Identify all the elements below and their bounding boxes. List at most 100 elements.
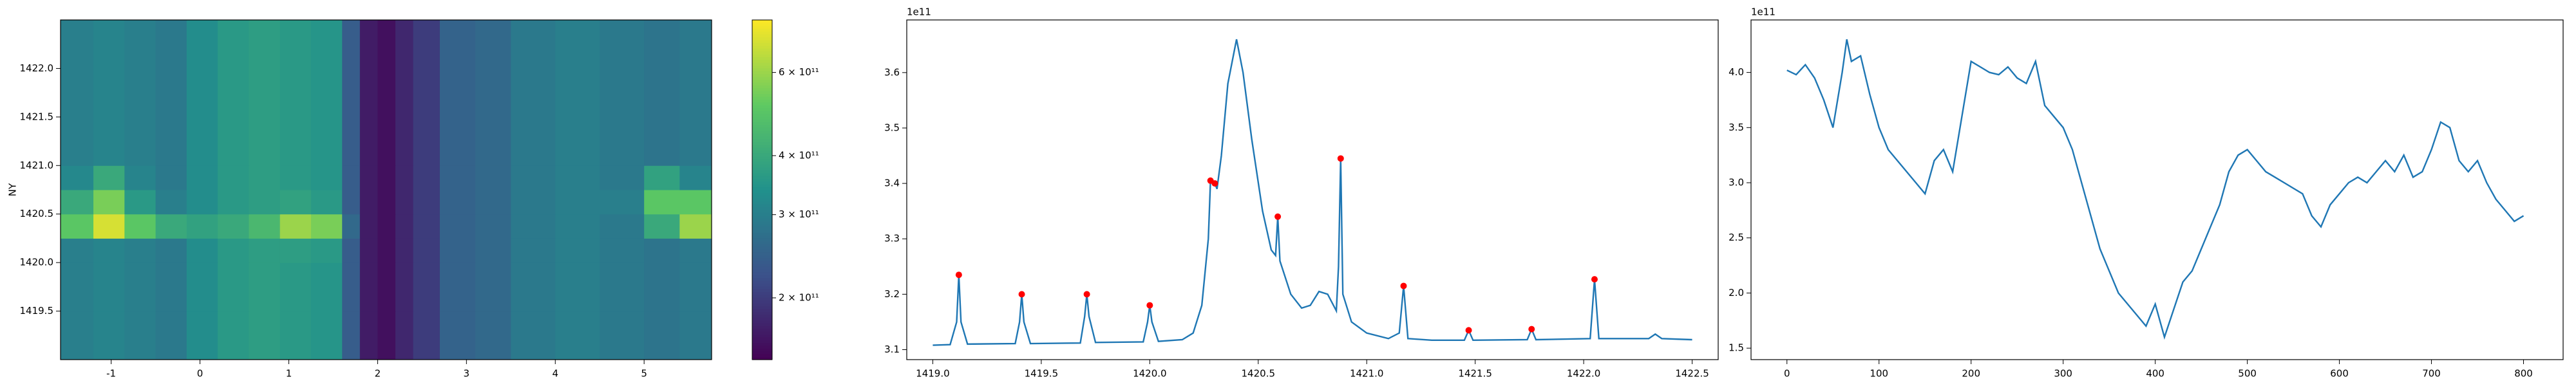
heatmap-cell: [342, 190, 361, 215]
colorbar-swatch: [752, 320, 772, 324]
heatmap-cell: [342, 214, 361, 239]
colorbar-swatch: [752, 28, 772, 32]
heatmap-cell: [310, 190, 343, 215]
heatmap-cell: [61, 262, 94, 312]
axes-frame: [60, 19, 712, 360]
x-tick-label: -1: [106, 368, 116, 380]
colorbar-swatch: [752, 232, 772, 235]
colorbar-swatch: [752, 223, 772, 227]
colorbar-swatch: [752, 277, 772, 281]
colorbar-swatch: [752, 107, 772, 111]
heatmap-cell: [310, 262, 343, 312]
colorbar-swatch: [752, 275, 772, 278]
colorbar-swatch: [752, 152, 772, 156]
x-tick-label: 600: [2330, 368, 2349, 380]
heatmap-cell: [679, 20, 712, 166]
colorbar-swatch: [752, 42, 772, 46]
heatmap-cell: [555, 311, 600, 360]
colorbar-swatch: [752, 161, 772, 165]
heatmap-cell: [155, 262, 187, 312]
heatmap-cell: [93, 311, 125, 360]
heatmap-cell: [555, 262, 600, 312]
colorbar-swatch: [752, 241, 772, 244]
colorbar-swatch: [752, 105, 772, 108]
heatmap-cell: [186, 214, 218, 239]
colorbar-swatch: [752, 266, 772, 270]
colorbar-swatch: [752, 246, 772, 250]
heatmap-cell: [359, 262, 378, 312]
heatmap-cell: [359, 214, 378, 239]
heatmap-cell: [644, 311, 680, 360]
colorbar-swatch: [752, 181, 772, 185]
colorbar-swatch: [752, 48, 772, 51]
colorbar-swatch: [752, 334, 772, 338]
colorbar-swatch: [752, 164, 772, 168]
heatmap-cell: [644, 238, 680, 263]
colorbar-swatch: [752, 65, 772, 69]
heatmap-cell: [218, 238, 249, 263]
heatmap-cell: [511, 165, 556, 190]
heatmap-cell: [359, 165, 378, 190]
colorbar-swatch: [752, 280, 772, 284]
peak-marker: [1400, 282, 1407, 290]
y-tick-label: 1422.0: [20, 62, 54, 74]
heatmap-cell: [475, 165, 511, 190]
heatmap-cell: [679, 238, 712, 263]
heatmap-cell: [186, 165, 218, 190]
colorbar-swatch: [752, 147, 772, 151]
heatmap-cell: [124, 262, 156, 312]
colorbar-swatch: [752, 300, 772, 304]
heatmap-cell: [395, 190, 414, 215]
colorbar-swatch: [752, 122, 772, 125]
heatmap-cell: [395, 311, 414, 360]
colorbar-swatch: [752, 303, 772, 306]
heatmap-cell: [439, 262, 476, 312]
y-tick-label: 1421.0: [20, 160, 54, 171]
heatmap-cell: [555, 165, 600, 190]
heatmap-cell: [600, 165, 645, 190]
peak-marker: [1274, 213, 1282, 220]
colorbar-swatch: [752, 351, 772, 354]
colorbar-swatch: [752, 221, 772, 225]
colorbar-swatch: [752, 308, 772, 312]
y-tick-label: 1.5: [1728, 342, 1744, 354]
colorbar-swatch: [752, 291, 772, 295]
colorbar-swatch: [752, 25, 772, 29]
heatmap-cell: [249, 165, 281, 190]
x-tick-label: 0: [1784, 368, 1790, 380]
colorbar-swatch: [752, 192, 772, 196]
heatmap-cell: [249, 238, 281, 263]
colorbar-swatch: [752, 198, 772, 202]
heatmap-cell: [279, 262, 312, 312]
heatmap-cell: [279, 311, 312, 360]
colorbar-swatch: [752, 176, 772, 179]
heatmap-cell: [310, 311, 343, 360]
colorbar-swatch: [752, 326, 772, 329]
x-tick-label: 200: [1962, 368, 1980, 380]
colorbar-swatch: [752, 328, 772, 332]
x-tick-label: 1420.5: [1242, 368, 1276, 380]
heatmap-cell: [279, 214, 312, 239]
y-tick-label: 1420.0: [20, 257, 54, 268]
heatmap-cell: [644, 190, 680, 215]
colorbar-swatch: [752, 150, 772, 154]
colorbar-swatch: [752, 336, 772, 340]
heatmap-cell: [475, 262, 511, 312]
colorbar-swatch: [752, 156, 772, 160]
offset-text: 1e11: [1751, 6, 1776, 18]
colorbar-swatch: [752, 294, 772, 298]
y-tick-label: 3.5: [1728, 122, 1744, 133]
colorbar-tick-label: 6 × 10¹¹: [779, 66, 819, 78]
heatmap-cell: [413, 190, 440, 215]
colorbar-swatch: [752, 252, 772, 255]
colorbar-swatch: [752, 331, 772, 335]
heatmap-cell: [644, 214, 680, 239]
colorbar-swatch: [752, 286, 772, 290]
colorbar-swatch: [752, 59, 772, 63]
heatmap-cell: [342, 165, 361, 190]
heatmap-cell: [279, 165, 312, 190]
colorbar-swatch: [752, 297, 772, 301]
data-line: [933, 39, 1692, 346]
colorbar-swatch: [752, 99, 772, 103]
